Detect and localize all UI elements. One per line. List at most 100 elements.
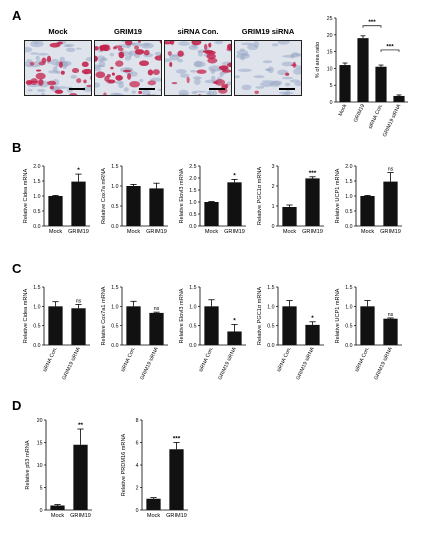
bar bbox=[73, 444, 88, 510]
category-label: GRIM19 siRNA bbox=[373, 346, 394, 381]
chart-d-prdm16: 0 2 4 6 8 Relative PRDM16 mRNA Mock *** GRIM19 bbox=[121, 418, 188, 519]
lipid-stain bbox=[160, 53, 161, 59]
y-axis-label: Relative UCP1 mRNA bbox=[335, 288, 341, 343]
y-tick-label: 0 bbox=[136, 508, 139, 514]
significance-label: *** bbox=[173, 436, 181, 443]
cell-body bbox=[271, 43, 279, 47]
cell-body bbox=[165, 58, 172, 63]
lipid-stain bbox=[49, 85, 55, 90]
y-tick-label: 1.0 bbox=[111, 184, 118, 190]
lipid-stain bbox=[111, 72, 115, 76]
lipid-stain bbox=[147, 80, 157, 86]
cell-body bbox=[271, 80, 283, 86]
lipid-stain bbox=[83, 71, 88, 75]
cell-body bbox=[142, 89, 151, 95]
y-tick-label: 2.5 bbox=[189, 164, 196, 170]
category-label: Mock bbox=[283, 229, 297, 235]
micrograph-image bbox=[235, 41, 301, 95]
category-label: GRIM19 bbox=[302, 229, 323, 235]
category-label: siRNA Con. bbox=[368, 103, 385, 130]
cell-body bbox=[293, 68, 301, 75]
cell-body bbox=[154, 51, 161, 56]
plot-area: 0.0 0.5 1.0 1.5 Relative Cox7a1 mRNA siRNA Co… bbox=[101, 285, 168, 381]
cell-body bbox=[139, 78, 144, 83]
lipid-stain bbox=[106, 73, 111, 78]
lipid-stain bbox=[196, 69, 207, 74]
y-axis-label: Relative Elovl3 mRNA bbox=[179, 168, 185, 223]
micrograph-label-grim19-sirna: GRIM19 siRNA bbox=[241, 27, 295, 36]
cell-body bbox=[109, 52, 115, 57]
significance-label: * bbox=[233, 318, 236, 325]
bar bbox=[305, 178, 320, 226]
lipid-stain bbox=[227, 62, 231, 68]
lipid-stain bbox=[76, 78, 82, 84]
significance-label: ns bbox=[388, 167, 394, 173]
lipid-stain bbox=[69, 93, 78, 95]
lipid-stain bbox=[49, 42, 61, 48]
cell-body bbox=[33, 94, 40, 95]
lipid-stain bbox=[159, 41, 161, 44]
cell-body bbox=[175, 69, 187, 74]
lipid-stain bbox=[117, 47, 124, 51]
y-tick-label: 0 bbox=[330, 100, 333, 106]
lipid-stain bbox=[95, 46, 99, 51]
cell-body bbox=[294, 81, 301, 87]
lipid-stain bbox=[95, 71, 106, 79]
cell-body bbox=[197, 50, 203, 57]
cell-body bbox=[35, 55, 40, 61]
significance-label: *** bbox=[368, 19, 376, 26]
y-tick-label: 20 bbox=[327, 33, 333, 39]
category-label: GRIM19 bbox=[146, 229, 167, 235]
significance-label: ns bbox=[154, 306, 160, 312]
plot-area: 0 2 4 6 8 Relative PRDM16 mRNA Mock *** GRIM19 bbox=[121, 418, 188, 519]
y-tick-label: 15 bbox=[327, 50, 333, 56]
significance-label: * bbox=[233, 172, 236, 179]
category-label: siRNA Con. bbox=[276, 346, 293, 373]
y-tick-label: 1.5 bbox=[111, 285, 118, 291]
y-tick-label: 0.5 bbox=[111, 324, 118, 330]
lipid-stain bbox=[139, 60, 150, 67]
y-tick-label: 1.0 bbox=[189, 200, 196, 206]
y-tick-label: 0.0 bbox=[111, 343, 118, 349]
lipid-stain bbox=[152, 69, 160, 75]
bar bbox=[282, 207, 297, 226]
cell-body bbox=[37, 52, 49, 56]
y-tick-label: 1.5 bbox=[33, 179, 40, 185]
y-axis-label: Relative Cox7a mRNA bbox=[101, 168, 107, 224]
lipid-stain bbox=[154, 55, 161, 61]
y-axis-label: Relative PGC1α mRNA bbox=[257, 287, 263, 346]
y-tick-label: 0.0 bbox=[189, 343, 196, 349]
significance-label: *** bbox=[386, 43, 394, 50]
micrograph-mock bbox=[24, 40, 92, 96]
cell-body bbox=[214, 41, 224, 45]
cell-body bbox=[85, 56, 91, 62]
cell-body bbox=[208, 65, 222, 72]
cell-body bbox=[25, 46, 33, 53]
y-tick-label: 1.0 bbox=[33, 194, 40, 200]
chart-a-area-ratio: 0 5 10 15 20 25 % of area ratio Mock GRIM19 siRNA… bbox=[315, 16, 408, 138]
lipid-stain bbox=[206, 53, 216, 60]
y-tick-label: 0.0 bbox=[345, 343, 352, 349]
cell-body bbox=[157, 88, 161, 91]
y-tick-label: 0.5 bbox=[189, 324, 196, 330]
cell-body bbox=[240, 55, 245, 61]
cell-body bbox=[29, 52, 39, 55]
cell-body bbox=[193, 78, 201, 86]
cell-body bbox=[70, 74, 78, 79]
cell-body bbox=[259, 81, 274, 87]
category-label: GRIM19 siRNA bbox=[382, 103, 403, 138]
category-label: GRIM19 siRNA bbox=[217, 346, 238, 381]
cell-body bbox=[36, 88, 46, 93]
lipid-stain bbox=[227, 43, 231, 51]
y-tick-label: 1 bbox=[272, 204, 275, 210]
y-tick-label: 2.0 bbox=[33, 164, 40, 170]
lipid-stain bbox=[198, 94, 201, 95]
y-tick-label: 2.0 bbox=[189, 176, 196, 182]
chart-c-cidea: 0.0 0.5 1.0 1.5 Relative Cidea mRNA siRNA Con… bbox=[23, 285, 90, 381]
y-tick-label: 1.0 bbox=[345, 194, 352, 200]
cell-body bbox=[193, 90, 207, 93]
bar bbox=[357, 38, 369, 102]
category-label: GRIM19 bbox=[70, 513, 91, 519]
category-label: siRNA Con. bbox=[354, 346, 371, 373]
bar bbox=[48, 306, 63, 345]
